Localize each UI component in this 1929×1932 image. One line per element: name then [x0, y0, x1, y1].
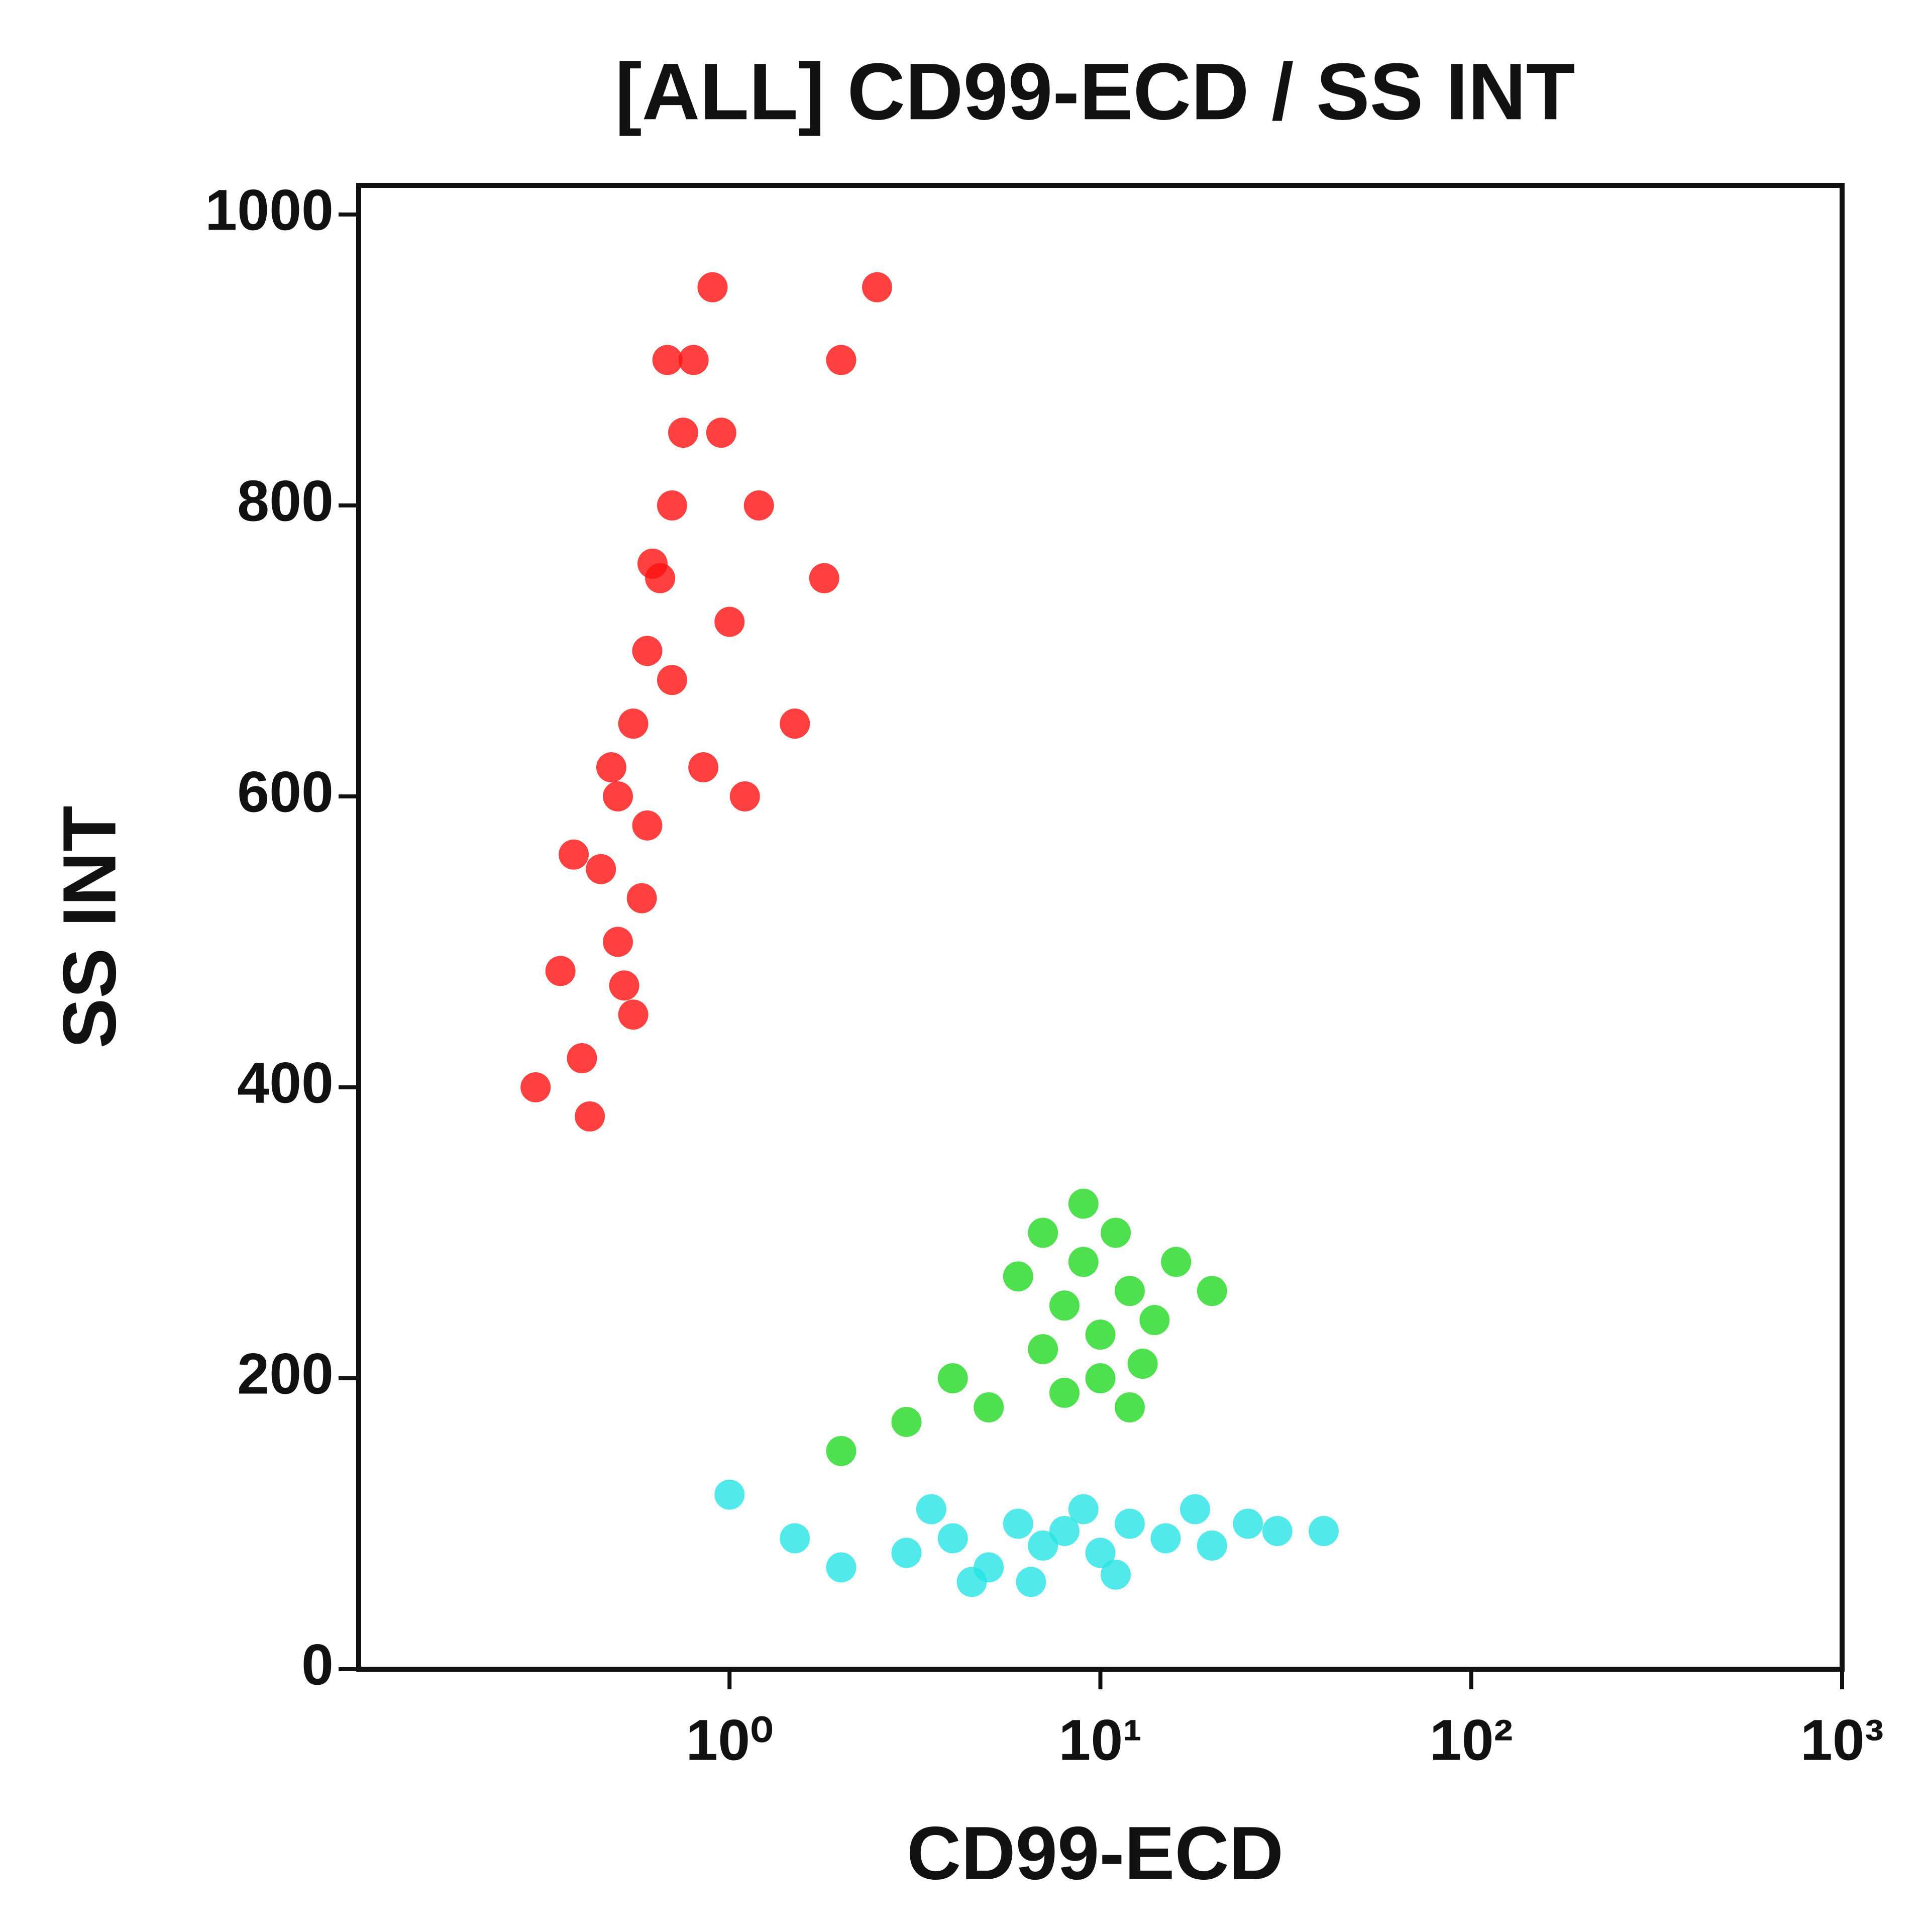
x-tick-label: 10⁰ [686, 1708, 773, 1772]
data-point [1049, 1377, 1080, 1408]
data-point [780, 1523, 810, 1554]
data-point [596, 752, 626, 783]
data-point [637, 548, 668, 579]
data-point [809, 563, 839, 593]
data-point [714, 1479, 745, 1510]
x-axis-label: CD99-ECD [907, 1811, 1283, 1895]
data-point [706, 418, 736, 448]
data-point [618, 999, 649, 1030]
data-point [1085, 1363, 1116, 1393]
data-point [559, 839, 589, 870]
data-point [1139, 1305, 1170, 1336]
data-point [1114, 1508, 1145, 1539]
data-point [626, 883, 657, 913]
data-point [937, 1363, 968, 1393]
data-point [603, 781, 633, 811]
data-point [1308, 1515, 1339, 1546]
data-point [1101, 1559, 1131, 1590]
x-tick-label: 10³ [1800, 1708, 1884, 1772]
data-point [678, 345, 709, 375]
data-point [1028, 1217, 1058, 1248]
data-point [826, 1436, 856, 1466]
y-tick-label: 600 [237, 760, 334, 824]
data-point [1114, 1392, 1145, 1422]
data-point [1016, 1567, 1046, 1597]
data-point [632, 810, 663, 841]
data-point [1180, 1494, 1210, 1524]
data-point [652, 345, 683, 375]
data-point [1262, 1515, 1293, 1546]
data-point [937, 1523, 968, 1554]
data-point [657, 490, 687, 521]
data-point [956, 1567, 987, 1597]
data-point [668, 418, 699, 448]
data-point [1049, 1290, 1080, 1321]
data-point [780, 708, 810, 739]
data-point [1068, 1188, 1099, 1219]
data-point [1233, 1508, 1263, 1539]
data-point [1049, 1515, 1080, 1546]
data-point [603, 927, 633, 957]
data-point [657, 665, 687, 695]
y-axis-label: SS INT [47, 805, 132, 1048]
y-tick-label: 800 [237, 469, 334, 533]
data-point [1150, 1523, 1181, 1554]
data-point [826, 345, 856, 375]
data-point [1003, 1261, 1033, 1292]
data-point [1028, 1530, 1058, 1561]
data-point [891, 1406, 922, 1437]
data-point [1003, 1508, 1033, 1539]
data-point [545, 956, 576, 986]
data-point [1161, 1247, 1192, 1277]
data-point [1197, 1276, 1227, 1306]
data-point [632, 636, 663, 666]
y-tick-label: 200 [237, 1342, 334, 1406]
data-point [520, 1072, 551, 1102]
data-point [729, 781, 760, 811]
data-point [618, 708, 649, 739]
points [520, 272, 1339, 1597]
y-tick-label: 400 [237, 1051, 334, 1115]
y-tick-label: 0 [301, 1633, 334, 1697]
y-tick-label: 1000 [205, 178, 334, 242]
plot-frame [356, 183, 1845, 1672]
data-point [1101, 1217, 1131, 1248]
data-point [586, 854, 616, 884]
data-point [688, 752, 719, 783]
data-point [714, 606, 745, 637]
data-point [609, 970, 639, 1001]
data-point [1085, 1319, 1116, 1350]
data-point [575, 1101, 605, 1132]
data-point [743, 490, 774, 521]
data-point [974, 1392, 1004, 1422]
data-point [1068, 1494, 1099, 1524]
chart-title: [ALL] CD99-ECD / SS INT [615, 46, 1575, 136]
data-point [1028, 1334, 1058, 1365]
data-point [697, 272, 728, 302]
x-tick-label: 10¹ [1058, 1708, 1142, 1772]
data-point [1127, 1349, 1158, 1379]
data-point [826, 1552, 856, 1583]
data-point [1197, 1530, 1227, 1561]
data-point [567, 1043, 597, 1074]
data-point [862, 272, 893, 302]
data-point [1114, 1276, 1145, 1306]
data-point [1085, 1538, 1116, 1568]
x-tick-label: 10² [1430, 1708, 1513, 1772]
data-point [1068, 1247, 1099, 1277]
data-point [891, 1538, 922, 1568]
data-point [916, 1494, 946, 1524]
